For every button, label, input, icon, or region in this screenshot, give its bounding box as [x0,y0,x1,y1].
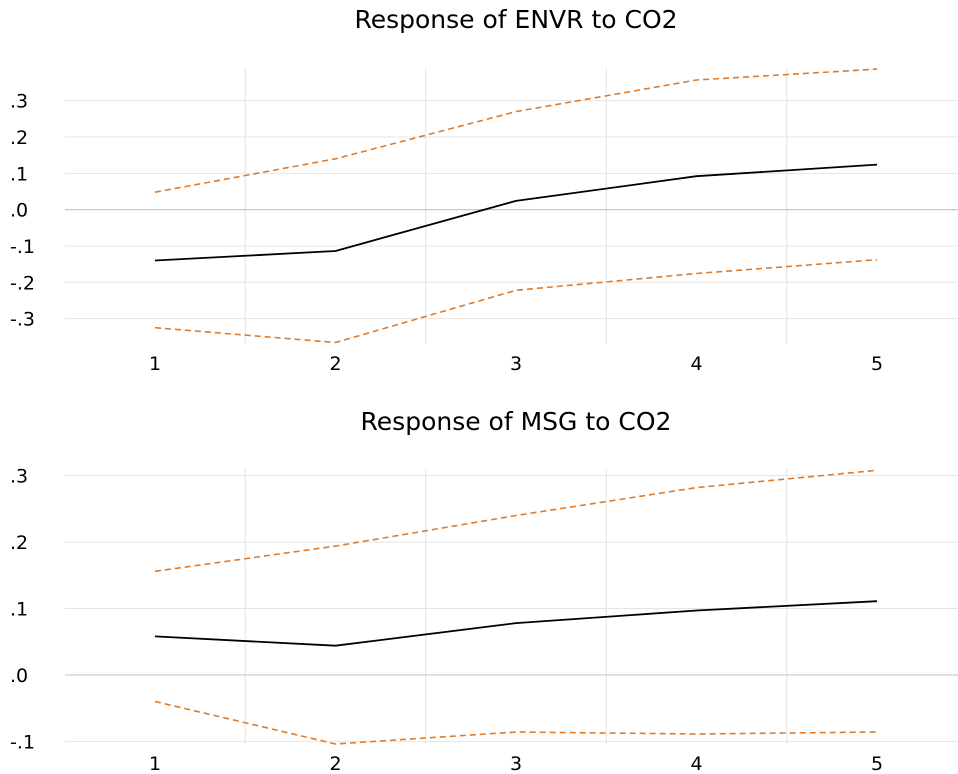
y-tick-label: .3 [10,91,28,113]
panel-msg-response: Response of MSG to CO2 .3 .2 .1 .0 -.1 1 2 3 4 5 [10,407,958,774]
y-tick-label: -.1 [10,731,35,753]
x-tick-label: 3 [510,753,522,774]
x-tick-label: 3 [510,353,522,375]
y-tick-label: .0 [10,200,28,222]
x-tick-label: 4 [690,353,702,375]
y-tick-label: .2 [10,532,28,554]
y-tick-label: .1 [10,598,28,620]
x-tick-label: 1 [149,353,161,375]
confidence-band-line [154,469,878,573]
chart-title: Response of ENVR to CO2 [354,5,677,34]
x-tick-label: 4 [690,753,702,774]
confidence-band-line [154,68,878,193]
y-tick-label: -.3 [10,309,35,331]
response-line [154,600,878,647]
chart-title: Response of MSG to CO2 [361,407,672,436]
x-tick-label: 5 [871,353,883,375]
x-tick-label: 5 [871,753,883,774]
response-line [154,163,878,262]
confidence-band-line [154,700,878,745]
y-tick-label: .2 [10,127,28,149]
y-tick-label: .3 [10,466,28,488]
confidence-band-line [154,258,878,344]
panel-envr-response: Response of ENVR to CO2 .3 .2 .1 .0 -.1 -.2 -.… [10,5,958,375]
x-tick-label: 1 [149,753,161,774]
y-tick-label: .1 [10,163,28,185]
x-tick-label: 2 [329,353,341,375]
y-tick-label: -.2 [10,272,35,294]
x-tick-label: 2 [329,753,341,774]
y-tick-label: .0 [10,665,28,687]
y-tick-label: -.1 [10,236,35,258]
